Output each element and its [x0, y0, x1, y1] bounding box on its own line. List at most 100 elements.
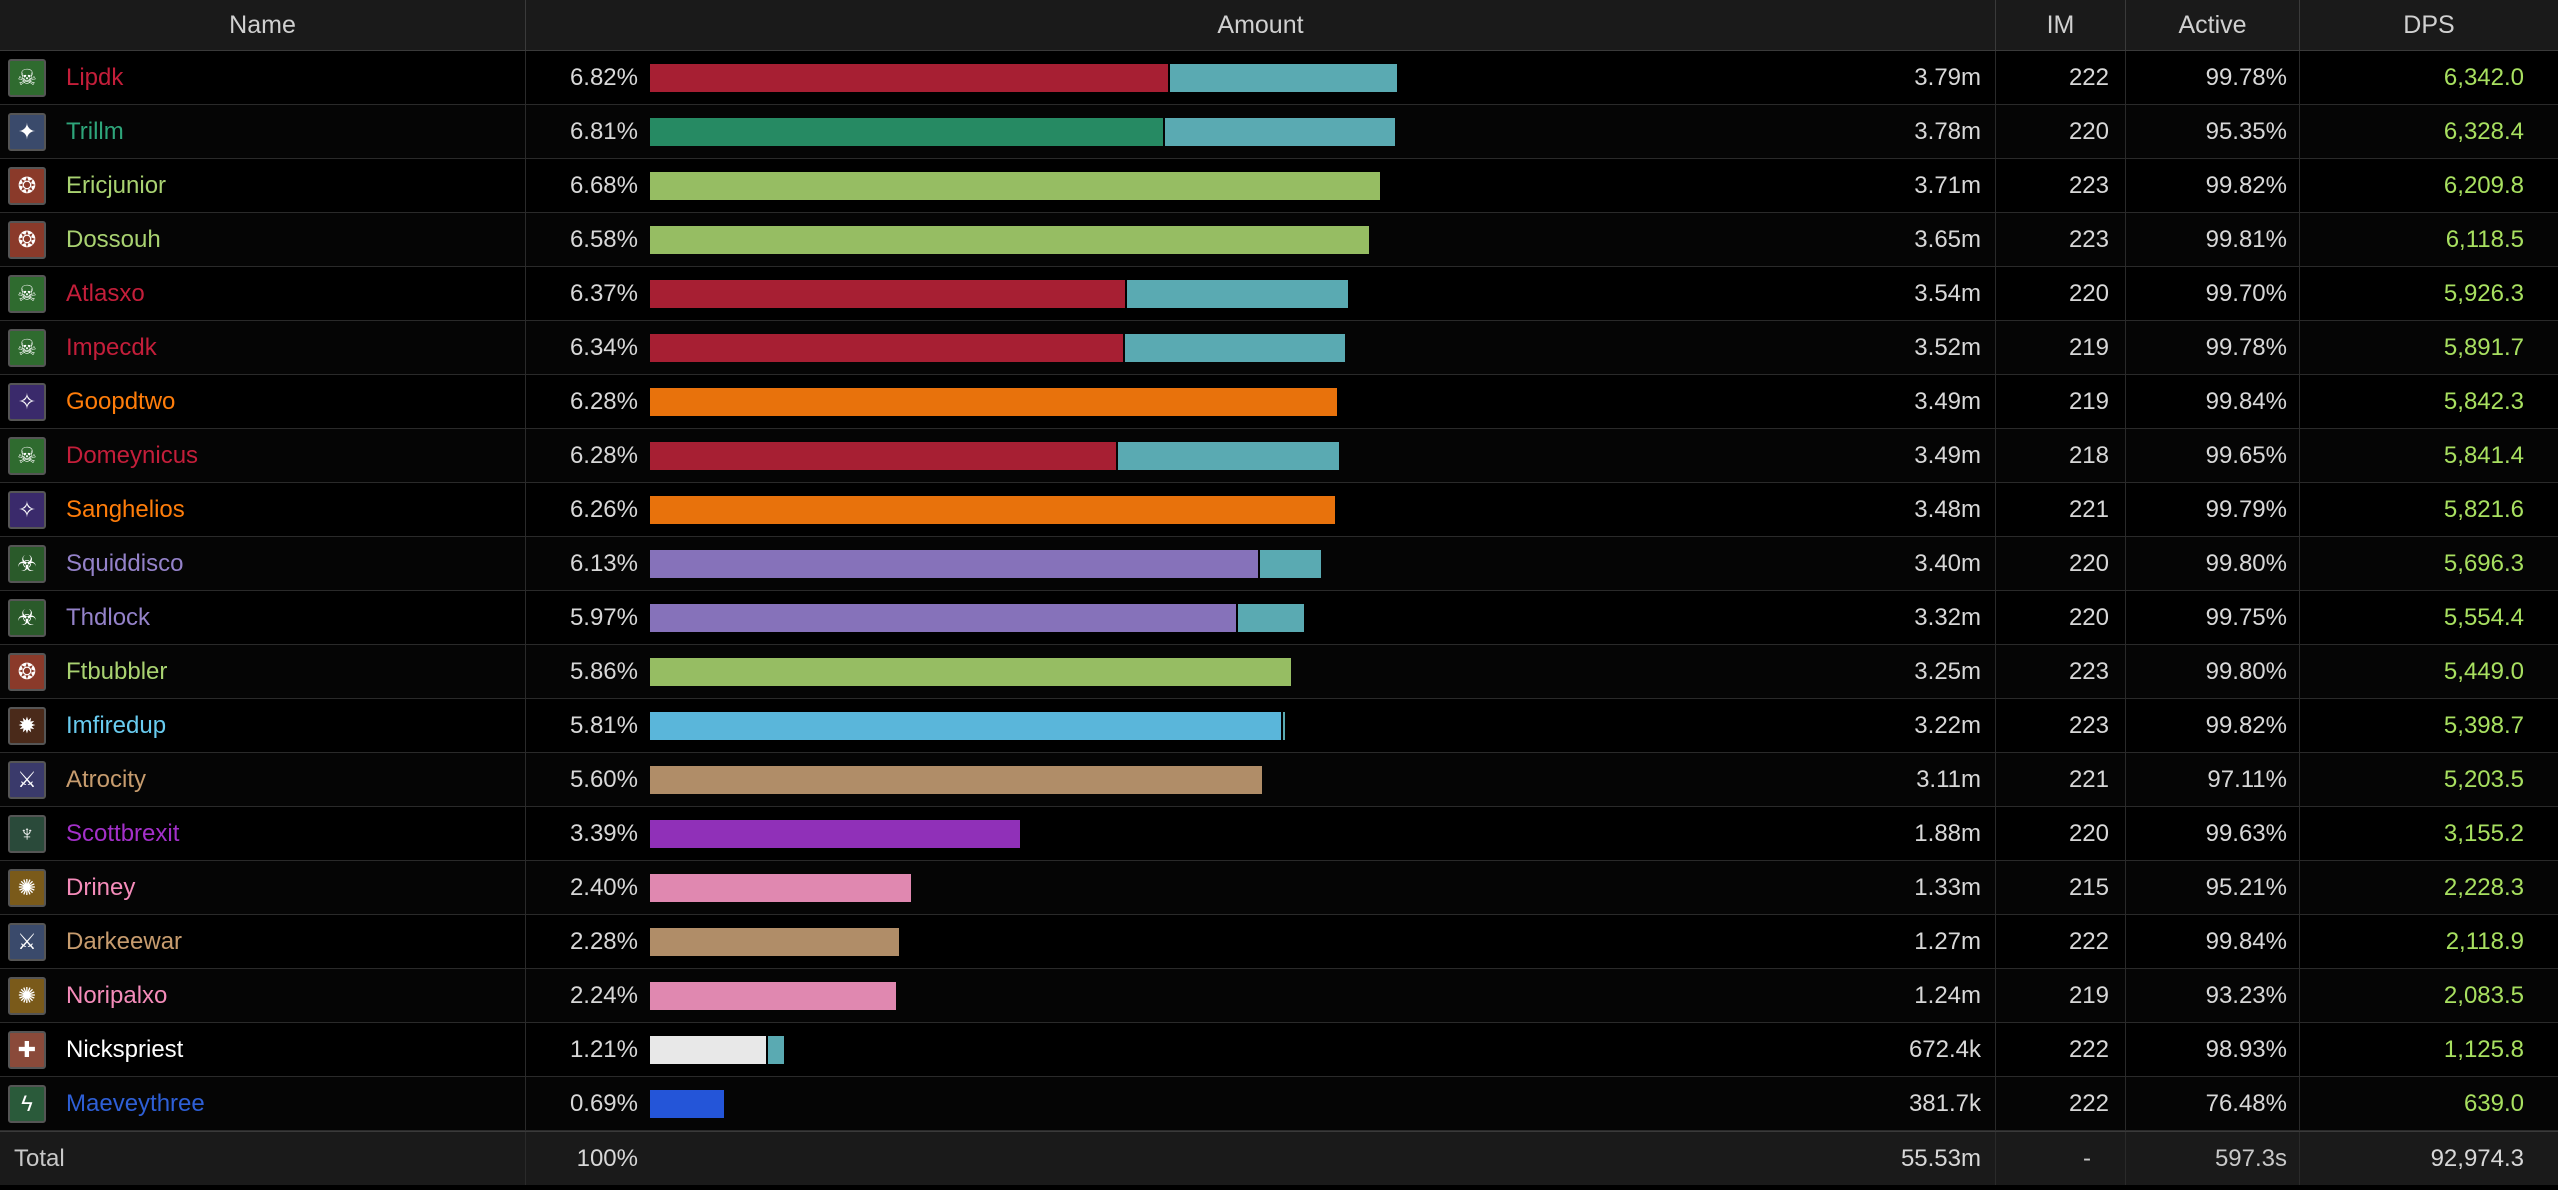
column-header-amount[interactable]: Amount — [526, 0, 1996, 50]
column-header-name[interactable]: Name — [0, 0, 526, 50]
active-value: 76.48% — [2126, 1077, 2300, 1130]
table-row[interactable]: ✺ Noripalxo 2.24% 1.24m 219 93.23% 2,083.5 — [0, 969, 2558, 1023]
table-row[interactable]: ❂ Ericjunior 6.68% 3.71m 223 99.82% 6,209.8 — [0, 159, 2558, 213]
table-row[interactable]: ☠ Lipdk 6.82% 3.79m 222 99.78% 6,342.0 — [0, 51, 2558, 105]
player-name-cell[interactable]: ☣ Squiddisco — [0, 537, 526, 590]
damage-bar — [650, 1090, 1866, 1118]
active-value: 99.70% — [2126, 267, 2300, 320]
damage-bar — [650, 64, 1866, 92]
damage-bar-fill — [650, 874, 911, 902]
amount-cell: 5.81% 3.22m — [526, 699, 1996, 752]
player-name-cell[interactable]: ☠ Impecdk — [0, 321, 526, 374]
dps-value: 5,841.4 — [2443, 442, 2524, 469]
total-dps: 92,974.3 — [2430, 1145, 2524, 1172]
player-name-cell[interactable]: ⚔ Darkeewar — [0, 915, 526, 968]
table-row[interactable]: ☣ Thdlock 5.97% 3.32m 220 99.75% 5,554.4 — [0, 591, 2558, 645]
amount-cell: 5.86% 3.25m — [526, 645, 1996, 698]
amount-cell: 6.81% 3.78m — [526, 105, 1996, 158]
table-row[interactable]: ☠ Atlasxo 6.37% 3.54m 220 99.70% 5,926.3 — [0, 267, 2558, 321]
table-row[interactable]: ✚ Nickspriest 1.21% 672.4k 222 98.93% 1,125.8 — [0, 1023, 2558, 1077]
player-name: Sanghelios — [66, 496, 185, 523]
damage-bar-fill — [650, 172, 1380, 200]
active-value: 97.11% — [2126, 753, 2300, 806]
percent-value: 1.21% — [569, 1036, 638, 1063]
table-row[interactable]: ♆ Scottbrexit 3.39% 1.88m 220 99.63% 3,155.2 — [0, 807, 2558, 861]
damage-bar-fill — [650, 280, 1125, 308]
warlock-icon: ☣ — [8, 545, 46, 583]
active-value: 99.84% — [2126, 375, 2300, 428]
player-name-cell[interactable]: ☣ Thdlock — [0, 591, 526, 644]
table-row[interactable]: ☠ Domeynicus 6.28% 3.49m 218 99.65% 5,841.4 — [0, 429, 2558, 483]
amount-cell: 6.34% 3.52m — [526, 321, 1996, 374]
table-row[interactable]: ϟ Maeveythree 0.69% 381.7k 222 76.48% 639.0 — [0, 1077, 2558, 1131]
player-name-cell[interactable]: ✧ Goopdtwo — [0, 375, 526, 428]
player-name-cell[interactable]: ✺ Driney — [0, 861, 526, 914]
table-row[interactable]: ✹ Imfiredup 5.81% 3.22m 223 99.82% 5,398.7 — [0, 699, 2558, 753]
damage-bar-fill — [650, 496, 1335, 524]
player-name-cell[interactable]: ☠ Domeynicus — [0, 429, 526, 482]
amount-value: 3.48m — [1914, 496, 1981, 523]
player-name-cell[interactable]: ✹ Imfiredup — [0, 699, 526, 752]
dps-value: 639.0 — [2463, 1090, 2524, 1117]
active-value: 93.23% — [2126, 969, 2300, 1022]
amount-value: 3.40m — [1914, 550, 1981, 577]
player-name-cell[interactable]: ⚔ Atrocity — [0, 753, 526, 806]
dps-value: 5,449.0 — [2443, 658, 2524, 685]
amount-cell: 6.28% 3.49m — [526, 375, 1996, 428]
dps-value: 5,926.3 — [2443, 280, 2524, 307]
damage-bar-fill — [650, 442, 1116, 470]
active-value: 99.75% — [2126, 591, 2300, 644]
player-name-cell[interactable]: ✺ Noripalxo — [0, 969, 526, 1022]
damage-bar-fill — [650, 64, 1168, 92]
percent-value: 5.81% — [569, 712, 638, 739]
player-name-cell[interactable]: ❂ Ericjunior — [0, 159, 526, 212]
damage-bar-extra — [1170, 64, 1397, 92]
monk-icon: ✦ — [8, 113, 46, 151]
player-name-cell[interactable]: ✚ Nickspriest — [0, 1023, 526, 1076]
damage-bar — [650, 604, 1866, 632]
player-name-cell[interactable]: ϟ Maeveythree — [0, 1077, 526, 1130]
item-level-value: 223 — [1996, 645, 2126, 698]
table-row[interactable]: ☣ Squiddisco 6.13% 3.40m 220 99.80% 5,696.3 — [0, 537, 2558, 591]
table-row[interactable]: ✧ Sanghelios 6.26% 3.48m 221 99.79% 5,821.6 — [0, 483, 2558, 537]
table-row[interactable]: ❂ Dossouh 6.58% 3.65m 223 99.81% 6,118.5 — [0, 213, 2558, 267]
player-name-cell[interactable]: ❂ Ftbubbler — [0, 645, 526, 698]
amount-value: 3.49m — [1914, 442, 1981, 469]
player-name: Noripalxo — [66, 982, 168, 1009]
column-header-dps[interactable]: DPS — [2403, 11, 2455, 39]
active-value: 99.78% — [2126, 321, 2300, 374]
player-name: Ftbubbler — [66, 658, 168, 685]
damage-bar-extra — [1127, 280, 1348, 308]
item-level-value: 222 — [1996, 51, 2126, 104]
dps-value: 5,554.4 — [2443, 604, 2524, 631]
player-name-cell[interactable]: ☠ Lipdk — [0, 51, 526, 104]
active-value: 99.65% — [2126, 429, 2300, 482]
table-row[interactable]: ⚔ Darkeewar 2.28% 1.27m 222 99.84% 2,118.9 — [0, 915, 2558, 969]
column-header-active[interactable]: Active — [2126, 0, 2300, 50]
player-name: Atrocity — [66, 766, 147, 793]
player-name-cell[interactable]: ❂ Dossouh — [0, 213, 526, 266]
amount-cell: 5.97% 3.32m — [526, 591, 1996, 644]
amount-cell: 3.39% 1.88m — [526, 807, 1996, 860]
player-name-cell[interactable]: ✦ Trillm — [0, 105, 526, 158]
amount-value: 3.52m — [1914, 334, 1981, 361]
dps-value: 3,155.2 — [2443, 820, 2524, 847]
table-row[interactable]: ✦ Trillm 6.81% 3.78m 220 95.35% 6,328.4 — [0, 105, 2558, 159]
table-row[interactable]: ☠ Impecdk 6.34% 3.52m 219 99.78% 5,891.7 — [0, 321, 2558, 375]
total-row: Total 100% 55.53m -597.3s 92,974.3 — [0, 1131, 2558, 1185]
column-header-ilvl[interactable]: IM — [1996, 0, 2126, 50]
percent-value: 6.28% — [569, 442, 638, 469]
dps-value: 5,821.6 — [2443, 496, 2524, 523]
player-name-cell[interactable]: ♆ Scottbrexit — [0, 807, 526, 860]
player-name-cell[interactable]: ☠ Atlasxo — [0, 267, 526, 320]
table-row[interactable]: ✺ Driney 2.40% 1.33m 215 95.21% 2,228.3 — [0, 861, 2558, 915]
table-row[interactable]: ⚔ Atrocity 5.60% 3.11m 221 97.11% 5,203.5 — [0, 753, 2558, 807]
player-name-cell[interactable]: ✧ Sanghelios — [0, 483, 526, 536]
amount-cell: 6.68% 3.71m — [526, 159, 1996, 212]
table-row[interactable]: ✧ Goopdtwo 6.28% 3.49m 219 99.84% 5,842.3 — [0, 375, 2558, 429]
player-name: Darkeewar — [66, 928, 183, 955]
death-knight-icon: ☠ — [8, 59, 46, 97]
dps-value: 6,342.0 — [2443, 64, 2524, 91]
percent-value: 6.26% — [569, 496, 638, 523]
table-row[interactable]: ❂ Ftbubbler 5.86% 3.25m 223 99.80% 5,449.0 — [0, 645, 2558, 699]
